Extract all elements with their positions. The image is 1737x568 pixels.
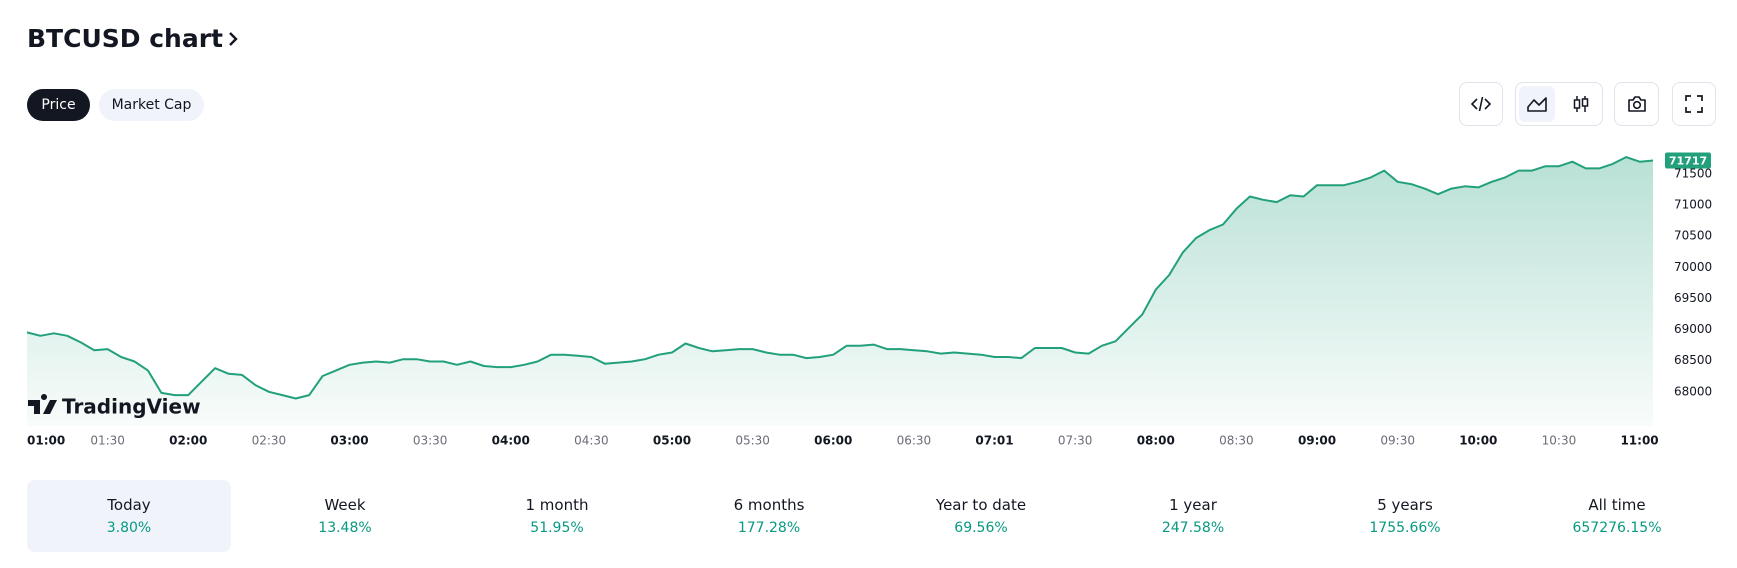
x-tick-label: 02:00 [169,434,207,448]
x-tick-label: 06:00 [814,434,852,448]
x-tick-label: 04:00 [492,434,530,448]
x-tick-label: 08:30 [1219,434,1254,448]
period-card[interactable]: 1 month 51.95% [451,480,663,552]
period-change: 247.58% [1161,520,1225,536]
period-label: Year to date [935,496,1027,514]
tab-price[interactable]: Price [27,89,90,121]
x-tick-label: 09:00 [1298,434,1336,448]
x-tick-label: 07:01 [975,434,1013,448]
x-tick-label: 11:00 [1620,434,1658,448]
period-label: 1 year [1169,496,1217,514]
price-line [26,156,1654,400]
embed-icon [1470,96,1492,112]
embed-button[interactable] [1459,82,1503,126]
area-style-button[interactable] [1519,86,1555,122]
x-tick-label: 04:30 [574,434,609,448]
x-tick-label: 02:30 [252,434,287,448]
period-change: 51.95% [530,520,584,536]
y-tick-label: 69000 [1674,322,1712,336]
camera-icon [1627,96,1646,112]
period-card[interactable]: 1 year 247.58% [1087,480,1299,552]
area-icon [1527,97,1547,112]
y-tick-label: 68500 [1674,353,1712,367]
x-tick-label: 05:00 [653,434,691,448]
period-change: 657276.15% [1572,520,1662,536]
candle-style-button[interactable] [1563,86,1599,122]
y-tick-label: 69500 [1674,291,1712,305]
period-change: 13.48% [318,520,372,536]
period-card[interactable]: 6 months 177.28% [663,480,875,552]
candle-icon [1573,96,1589,112]
period-label: 5 years [1377,496,1433,514]
snapshot-button[interactable] [1614,82,1659,126]
y-tick-label: 71000 [1674,198,1712,212]
period-change: 177.28% [737,520,801,536]
title-link[interactable]: BTCUSD chart [27,24,239,53]
period-card[interactable]: Today 3.80% [27,480,231,552]
y-tick-label: 68000 [1674,384,1712,398]
period-label: Today [107,496,151,514]
last-price-label: 71717 [1669,154,1707,167]
chart-style-group [1515,82,1603,126]
period-change: 69.56% [954,520,1008,536]
period-list: Today 3.80% Week 13.48% 1 month 51.95% 6 month… [27,480,1723,552]
tab-market-cap[interactable]: Market Cap [99,89,204,121]
period-card[interactable]: All time 657276.15% [1511,480,1723,552]
chart: 68000 68500 69000 69500 70000 70500 71000 71500… [26,152,1712,448]
period-card[interactable]: 5 years 1755.66% [1299,480,1511,552]
period-change: 1755.66% [1369,520,1441,536]
y-tick-label: 70000 [1674,260,1712,274]
fullscreen-icon [1685,95,1703,113]
last-price-tag [1665,152,1711,169]
period-change: 3.80% [106,520,152,536]
y-tick-label: 71500 [1674,167,1712,181]
period-label: Week [324,496,366,514]
period-label: All time [1588,496,1646,514]
x-tick-label: 08:00 [1137,434,1175,448]
period-label: 1 month [525,496,589,514]
x-tick-label: 06:30 [897,434,932,448]
branding-text: TradingView [62,395,201,419]
x-tick-label: 05:30 [735,434,770,448]
x-tick-label: 03:30 [413,434,448,448]
branding: TradingView [28,394,201,419]
period-card[interactable]: Year to date 69.56% [875,480,1087,552]
title: BTCUSD chart [27,24,223,53]
fullscreen-button[interactable] [1672,82,1716,126]
period-card[interactable]: Week 13.48% [239,480,451,552]
x-tick-label: 03:00 [330,434,368,448]
x-tick-label: 10:30 [1542,434,1577,448]
x-tick-label: 01:30 [90,434,125,448]
period-label: 6 months [733,496,805,514]
y-tick-label: 70500 [1674,229,1712,243]
x-tick-label: 01:00 [27,434,65,448]
x-tick-label: 09:30 [1380,434,1415,448]
x-tick-label: 07:30 [1058,434,1093,448]
x-tick-label: 10:00 [1459,434,1497,448]
area [27,157,1653,426]
chevron-icon [229,31,238,46]
